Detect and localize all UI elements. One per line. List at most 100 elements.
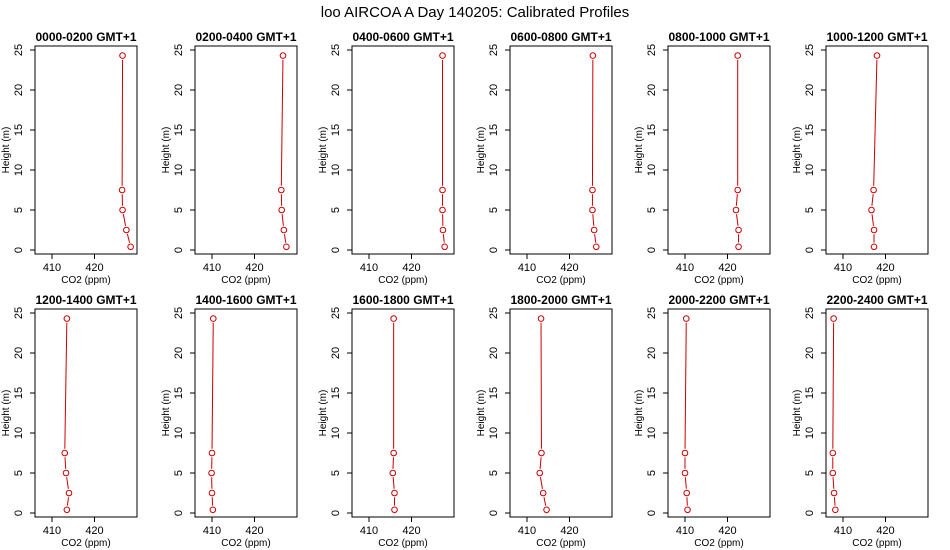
profile-line-segment	[392, 477, 395, 489]
profile-line-segment	[66, 477, 69, 489]
y-tick-label: 20	[13, 347, 25, 359]
profile-line-segment	[871, 194, 874, 206]
data-point	[539, 489, 547, 497]
y-tick-label: 15	[804, 387, 816, 399]
y-tick-label: 0	[330, 510, 342, 516]
x-tick-label: 410	[676, 525, 694, 537]
y-tick-label: 25	[13, 44, 25, 56]
data-point	[280, 226, 288, 234]
y-tick-label: 0	[804, 247, 816, 253]
data-point	[391, 489, 398, 497]
panel-title: 0000-0200 GMT+1	[35, 30, 136, 44]
data-point	[735, 243, 742, 251]
data-point	[119, 206, 126, 214]
y-tick-label: 0	[330, 247, 342, 253]
x-axis-label: CO2 (ppm)	[61, 275, 110, 286]
data-point	[734, 52, 742, 59]
y-tick-label: 25	[330, 307, 342, 319]
y-tick-label: 15	[330, 387, 342, 399]
y-tick-label: 5	[173, 470, 185, 476]
y-tick-label: 20	[173, 84, 185, 96]
data-point	[735, 226, 742, 234]
y-axis-label: Height (m)	[1, 390, 12, 437]
y-tick-label: 25	[13, 307, 25, 319]
y-axis-label: Height (m)	[792, 390, 803, 437]
x-tick-label: 410	[834, 525, 852, 537]
y-axis-label: Height (m)	[792, 127, 803, 174]
data-point	[208, 469, 215, 477]
data-point	[439, 52, 446, 59]
data-point	[830, 489, 838, 497]
profile-line-segment	[283, 234, 287, 243]
y-tick-label: 25	[330, 44, 342, 56]
data-point	[208, 449, 216, 457]
y-tick-label: 0	[173, 247, 185, 253]
y-tick-label: 25	[646, 307, 658, 319]
y-tick-label: 10	[804, 164, 816, 176]
profile-line-segment	[66, 497, 69, 506]
data-point	[870, 186, 877, 194]
data-point	[681, 449, 689, 457]
data-point	[590, 226, 598, 234]
x-tick-label: 410	[518, 262, 536, 274]
y-tick-label: 20	[646, 347, 658, 359]
panel-title: 2200-2400 GMT+1	[826, 293, 927, 307]
data-point	[208, 489, 216, 497]
x-tick-label: 410	[360, 262, 378, 274]
x-axis-label: CO2 (ppm)	[536, 538, 585, 549]
plot-frame	[194, 45, 298, 255]
x-tick-label: 410	[43, 262, 61, 274]
y-tick-label: 5	[330, 207, 342, 213]
data-point	[123, 226, 130, 234]
panel-title: 1800-2000 GMT+1	[510, 293, 611, 307]
y-tick-label: 10	[173, 164, 185, 176]
panel-title: 0200-0400 GMT+1	[195, 30, 296, 44]
data-point	[119, 52, 126, 59]
y-tick-label: 15	[173, 124, 185, 136]
data-point	[118, 186, 126, 194]
y-tick-label: 0	[173, 510, 185, 516]
plot-frame	[667, 45, 771, 255]
plot-frame	[509, 45, 613, 255]
y-tick-label: 5	[13, 470, 25, 476]
data-point	[873, 52, 881, 59]
data-point	[391, 506, 398, 514]
y-tick-label: 20	[646, 84, 658, 96]
y-tick-label: 10	[488, 427, 500, 439]
data-point	[870, 243, 878, 251]
data-point	[283, 243, 290, 251]
data-point	[537, 315, 545, 322]
y-tick-label: 15	[488, 387, 500, 399]
plot-frame	[351, 308, 455, 518]
x-axis-label: CO2 (ppm)	[536, 275, 585, 286]
data-point	[127, 243, 134, 251]
x-axis-label: CO2 (ppm)	[378, 538, 427, 549]
profile-line-segment	[832, 477, 835, 489]
profile-line-segment	[684, 322, 687, 449]
y-axis-label: Height (m)	[318, 127, 329, 174]
data-point	[538, 449, 545, 457]
profile-line-segment	[64, 322, 68, 449]
data-point	[536, 469, 544, 477]
panel-title: 1200-1400 GMT+1	[35, 293, 136, 307]
x-tick-label: 420	[402, 525, 420, 537]
data-point	[439, 186, 446, 194]
y-tick-label: 0	[488, 510, 500, 516]
y-tick-label: 25	[173, 307, 185, 319]
x-tick-label: 410	[360, 525, 378, 537]
profile-line-segment	[684, 477, 687, 489]
profile-line-segment	[64, 457, 67, 469]
profile-line-segment	[281, 214, 284, 226]
x-tick-label: 410	[518, 525, 536, 537]
y-tick-label: 5	[804, 470, 816, 476]
profile-line-segment	[442, 234, 445, 243]
